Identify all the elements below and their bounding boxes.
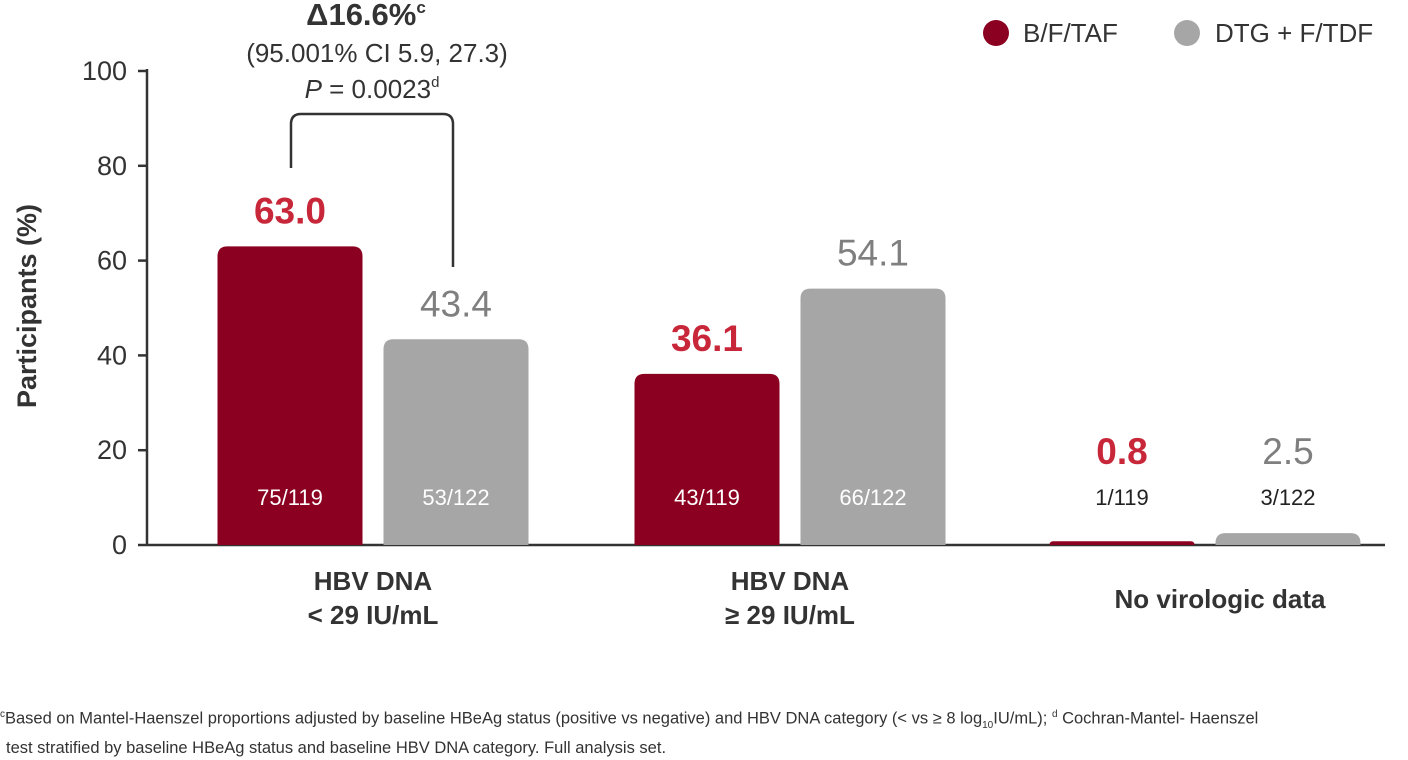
footnote: cBased on Mantel-Haenszel proportions ad… [0, 703, 1400, 760]
p-value-label: P = 0.0023d [305, 74, 440, 104]
y-axis-label: Participants (%) [12, 204, 42, 408]
footnote-text-3: Cochran-Mantel- Haenszel [1057, 709, 1259, 728]
bar-count-label: 53/122 [422, 485, 489, 510]
bar [1215, 533, 1361, 545]
legend: B/F/TAF DTG + F/TDF [983, 18, 1373, 48]
bar-count-label: 75/119 [257, 485, 323, 510]
legend-label: DTG + F/TDF [1215, 18, 1373, 48]
footnote-line-1: cBased on Mantel-Haenszel proportions ad… [0, 703, 1400, 737]
bar [217, 246, 363, 545]
legend-marker [1174, 20, 1200, 46]
y-tick-label: 60 [97, 246, 127, 276]
bar-value-label: 0.8 [1096, 431, 1147, 472]
footnote-text-2: IU/mL); [993, 709, 1048, 728]
footnote-mark-c: c [0, 709, 5, 720]
y-tick-label: 20 [97, 435, 127, 465]
bar-count-label: 43/119 [674, 485, 740, 510]
bars-group: 63.0 75/119 36.1 43/119 0.8 1/119 43.4 53/122 54… [217, 190, 1361, 630]
footnote-mark-d: d [1051, 709, 1058, 720]
bar [1049, 541, 1195, 545]
bar-value-label: 54.1 [837, 233, 909, 274]
bar [800, 288, 946, 545]
ci-label: (95.001% CI 5.9, 27.3) [246, 38, 508, 68]
footnote-line-2: test stratified by baseline HBeAg status… [6, 738, 667, 757]
bar [634, 373, 780, 545]
bar-value-label: 2.5 [1262, 431, 1313, 472]
category-label-line1: HBV DNA [731, 566, 850, 596]
bar-count-label: 1/119 [1095, 485, 1148, 510]
bar-value-label: 63.0 [254, 190, 326, 231]
category-label-line2: < 29 IU/mL [308, 600, 439, 630]
y-tick-label: 80 [97, 151, 127, 181]
bar-value-label: 36.1 [671, 318, 743, 359]
delta-label: Δ16.6%c [306, 0, 426, 32]
bar-count-label: 66/122 [839, 485, 906, 510]
category-label-line2: ≥ 29 IU/mL [725, 600, 855, 630]
category-label-line1: HBV DNA [314, 566, 433, 596]
bar [383, 339, 529, 545]
bar-chart: 0 20 40 60 80 100 63.0 75/119 36.1 43/119 0.8 1/11… [12, 0, 1385, 630]
y-tick-label: 0 [112, 530, 127, 560]
category-label: No virologic data [1115, 584, 1326, 614]
significance-bracket [289, 112, 455, 267]
footnote-subscript: 10 [982, 719, 994, 731]
legend-marker [983, 20, 1009, 46]
bar-value-label: 43.4 [420, 283, 492, 324]
bar-count-label: 3/122 [1260, 485, 1315, 510]
footnote-text-1: Based on Mantel-Haenszel proportions adj… [5, 709, 983, 728]
significance-annotation: Δ16.6%c (95.001% CI 5.9, 27.3) P = 0.0023d [246, 0, 508, 267]
y-tick-label: 100 [82, 56, 127, 86]
legend-label: B/F/TAF [1023, 18, 1118, 48]
y-tick-label: 40 [97, 340, 127, 370]
